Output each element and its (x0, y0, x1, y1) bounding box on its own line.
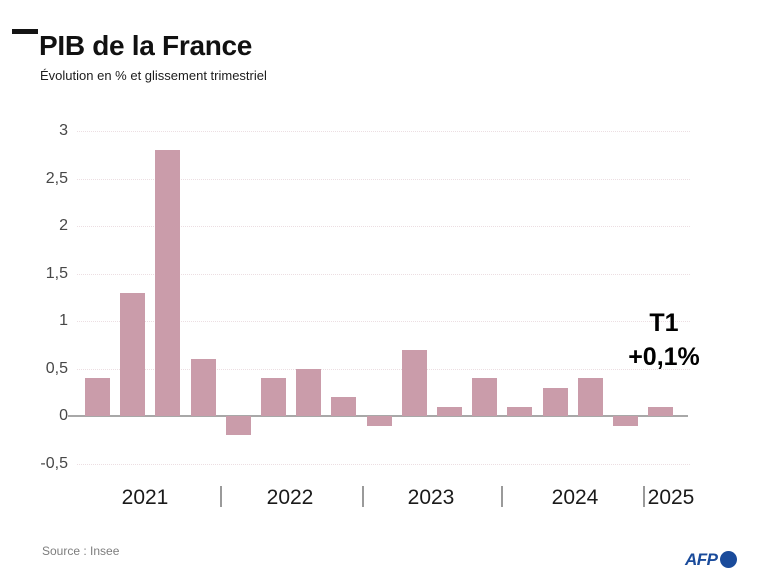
y-tick-label: 0 (59, 407, 68, 424)
x-axis-separator-tick (220, 486, 222, 507)
gridline-3 (77, 131, 690, 132)
gridline--0,5 (77, 463, 690, 465)
page-title: PIB de la France (39, 30, 253, 61)
afp-logo: AFP (685, 550, 737, 569)
gridline-2 (77, 226, 690, 227)
x-axis-separator-tick (501, 486, 503, 507)
latest-quarter-annotation: T1 +0,1% (600, 306, 728, 374)
x-axis-year-2021: 2021 (121, 486, 169, 509)
bar-2022-T4 (331, 397, 357, 416)
bar-2021-T1 (85, 378, 110, 416)
y-tick-label: 2,5 (45, 169, 68, 187)
bar-2021-T4 (190, 359, 216, 416)
bar-2022-T1 (225, 416, 251, 435)
gridline-1,5 (77, 273, 690, 275)
x-axis-separator-tick (362, 486, 364, 507)
y-tick-label: 1 (59, 312, 68, 329)
gridline-1 (77, 321, 690, 322)
x-axis-year-2023: 2023 (407, 486, 455, 509)
y-tick-label: -0,5 (40, 454, 68, 472)
chart-subtitle: Évolution en % et glissement trimestriel (40, 68, 267, 83)
bar-2023-T1 (366, 416, 392, 426)
bar-2024-T2 (542, 387, 568, 416)
bar-2024-T4 (613, 416, 638, 426)
bar-2023-T2 (401, 349, 427, 416)
bar-2023-T3 (437, 406, 462, 416)
gridline-2,5 (77, 178, 690, 180)
bar-2024-T3 (577, 378, 603, 416)
source-note: Source : Insee (42, 544, 120, 558)
gridline-0,5 (77, 368, 690, 370)
bar-2022-T2 (261, 378, 286, 416)
bar-2022-T3 (296, 368, 322, 416)
bar-2023-T4 (472, 378, 498, 416)
annotation-value: +0,1% (628, 343, 700, 371)
x-axis-year-2025: 2025 (647, 486, 695, 509)
bar-2025-T1 (648, 406, 674, 416)
bar-2021-T2 (120, 292, 146, 416)
y-tick-label: 3 (59, 122, 68, 139)
crop-artifact-dash (12, 29, 38, 34)
bar-2021-T3 (155, 150, 181, 416)
x-axis-year-2024: 2024 (551, 486, 599, 509)
y-tick-label: 1,5 (45, 264, 68, 282)
y-tick-label: 2 (59, 217, 68, 234)
annotation-quarter: T1 (649, 309, 679, 337)
x-axis-separator-tick (643, 486, 645, 507)
afp-globe-icon (719, 551, 737, 568)
y-tick-label: 0,5 (45, 359, 68, 377)
bar-2024-T1 (507, 406, 533, 416)
x-axis-year-2022: 2022 (266, 486, 314, 509)
afp-logo-text: AFP (685, 549, 718, 569)
